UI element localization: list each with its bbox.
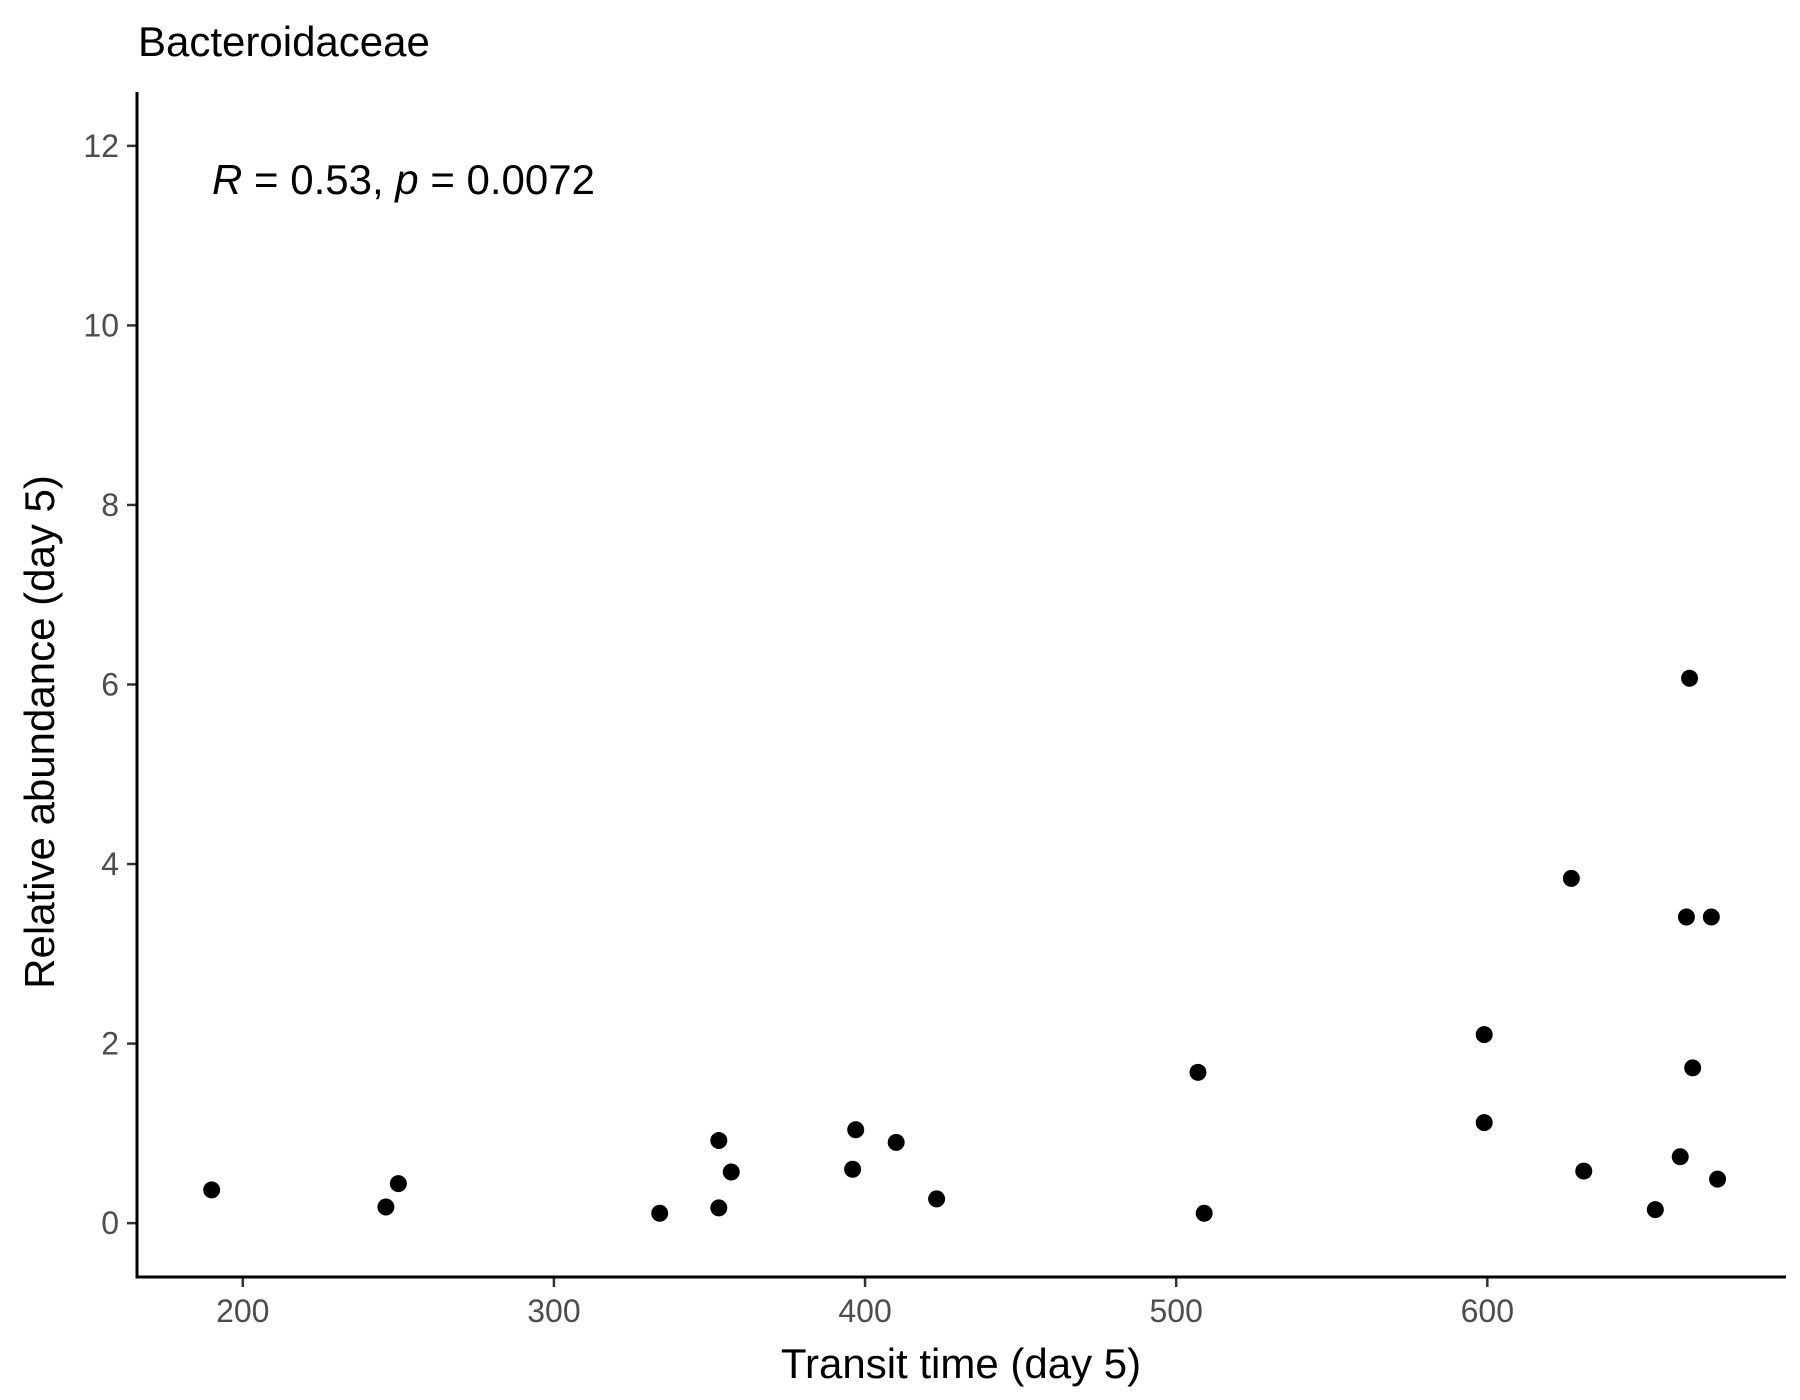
data-point — [847, 1121, 865, 1139]
y-tick-label: 10 — [83, 307, 119, 343]
data-point — [1702, 908, 1720, 926]
x-axis-title: Transit time (day 5) — [781, 1340, 1141, 1387]
data-point — [887, 1133, 905, 1151]
y-tick-label: 12 — [83, 128, 119, 164]
y-tick-label: 4 — [101, 846, 119, 882]
data-point — [722, 1163, 740, 1181]
data-point — [377, 1198, 395, 1216]
annotation-r-symbol: R — [212, 156, 242, 203]
y-tick-label: 6 — [101, 667, 119, 703]
y-axis-title: Relative abundance (day 5) — [16, 475, 63, 989]
data-points — [203, 669, 1727, 1222]
x-axis-ticks: 200 300 400 500 600 — [216, 1277, 1514, 1329]
data-point — [1646, 1201, 1664, 1219]
annotation-p-value: = 0.0072 — [419, 156, 595, 203]
y-tick-label: 0 — [101, 1205, 119, 1241]
y-tick-label: 2 — [101, 1026, 119, 1062]
data-point — [844, 1160, 862, 1178]
data-point — [203, 1181, 221, 1199]
data-point — [1684, 1059, 1702, 1077]
y-tick-label: 8 — [101, 487, 119, 523]
data-point — [651, 1204, 669, 1222]
data-point — [1575, 1162, 1593, 1180]
annotation-r-value: = 0.53, — [242, 156, 395, 203]
x-tick-label: 500 — [1149, 1293, 1202, 1329]
data-point — [1681, 669, 1699, 687]
chart-title: Bacteroidaceae — [138, 18, 430, 65]
data-point — [389, 1175, 407, 1193]
data-point — [1195, 1204, 1213, 1222]
y-axis-ticks: 0 2 4 6 8 10 12 — [83, 128, 137, 1241]
data-point — [1677, 908, 1695, 926]
x-tick-label: 600 — [1461, 1293, 1514, 1329]
data-point — [1671, 1148, 1689, 1166]
correlation-annotation: R = 0.53, p = 0.0072 — [212, 156, 595, 203]
axis-lines — [135, 92, 1786, 1279]
data-point — [1562, 869, 1580, 887]
x-tick-label: 200 — [216, 1293, 269, 1329]
data-point — [1475, 1026, 1493, 1044]
annotation-p-symbol: p — [393, 156, 418, 203]
data-point — [1189, 1063, 1207, 1081]
data-point — [710, 1132, 728, 1150]
data-point — [928, 1190, 946, 1208]
data-point — [1709, 1170, 1727, 1188]
data-point — [1475, 1114, 1493, 1132]
x-tick-label: 300 — [527, 1293, 580, 1329]
data-point — [710, 1199, 728, 1217]
x-tick-label: 400 — [838, 1293, 891, 1329]
